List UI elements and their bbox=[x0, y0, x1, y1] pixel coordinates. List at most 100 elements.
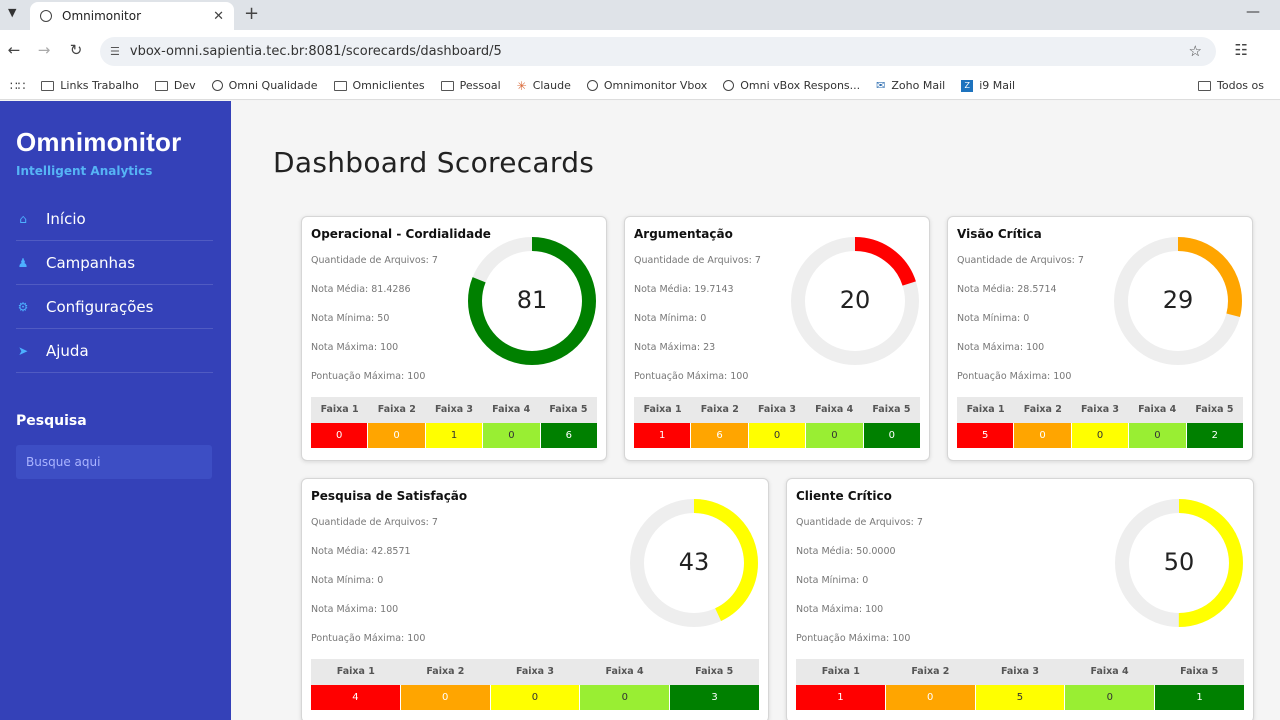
band-header-cell: Faixa 2 bbox=[700, 404, 739, 415]
scorecard-card[interactable]: Cliente Crítico Quantidade de Arquivos: 7… bbox=[786, 478, 1254, 720]
stat-value: 0 bbox=[377, 575, 384, 586]
sidebar-item-configuracoes[interactable]: ⚙ Configurações bbox=[16, 285, 213, 329]
bookmark-item[interactable]: Links Trabalho bbox=[41, 79, 139, 93]
bookmark-item[interactable]: Omniclientes bbox=[333, 79, 425, 93]
all-bookmarks[interactable]: Todos os bbox=[1188, 79, 1264, 92]
stat-label: Pontuação Máxima: bbox=[796, 633, 890, 644]
bookmark-item[interactable]: Pessoal bbox=[440, 79, 501, 93]
band-header-cell: Faixa 3 bbox=[757, 404, 797, 415]
band-header-cell: Faixa 2 bbox=[426, 666, 465, 677]
stat-label: Quantidade de Arquivos: bbox=[311, 255, 429, 266]
scorecard-title: Operacional - Cordialidade bbox=[311, 227, 491, 241]
band-value-cell: 3 bbox=[670, 685, 759, 710]
url-input[interactable]: ☰ vbox-omni.sapientia.tec.br:8081/scorec… bbox=[100, 37, 1216, 66]
band-value-cell: 0 bbox=[1129, 423, 1187, 448]
bookmark-label: Links Trabalho bbox=[60, 79, 139, 92]
band-header-cell: Faixa 1 bbox=[643, 404, 682, 415]
band-header-cell: Faixa 1 bbox=[320, 404, 359, 415]
band-value-cell: 0 bbox=[580, 685, 671, 710]
bands-header: Faixa 1 Faixa 2 Faixa 3 Faixa 4 Faixa 5 bbox=[311, 397, 597, 423]
extensions-icon[interactable]: ☷ bbox=[1234, 41, 1248, 59]
stat-value: 81.4286 bbox=[371, 284, 411, 295]
band-header-cell: Faixa 5 bbox=[872, 404, 911, 415]
stat-label: Nota Média: bbox=[796, 546, 854, 557]
stat-value: 0 bbox=[1023, 313, 1030, 324]
sidebar-item-label: Configurações bbox=[46, 297, 154, 316]
gauge-value: 29 bbox=[1162, 286, 1194, 314]
close-icon[interactable]: ✕ bbox=[213, 8, 224, 24]
stat-label: Nota Mínima: bbox=[634, 313, 698, 324]
bookmark-item[interactable]: Dev bbox=[154, 79, 196, 93]
gauge-value: 20 bbox=[839, 286, 871, 314]
band-header-cell: Faixa 4 bbox=[1090, 666, 1129, 677]
search-input[interactable]: Busque aqui bbox=[16, 445, 212, 479]
stat-value: 0 bbox=[862, 575, 869, 586]
scorecard-card[interactable]: Visão Crítica Quantidade de Arquivos: 7 No… bbox=[947, 216, 1253, 461]
user-icon: ♟ bbox=[17, 255, 29, 270]
reload-icon[interactable]: ↻ bbox=[69, 41, 83, 59]
scorecard-card[interactable]: Operacional - Cordialidade Quantidade de … bbox=[301, 216, 607, 461]
stat-label: Pontuação Máxima: bbox=[311, 633, 405, 644]
new-tab-icon[interactable]: + bbox=[244, 3, 260, 24]
bookmark-label: Omni Qualidade bbox=[228, 79, 318, 92]
stat-label: Nota Média: bbox=[311, 284, 369, 295]
stat-label: Quantidade de Arquivos: bbox=[957, 255, 1075, 266]
band-value-cell: 0 bbox=[863, 423, 921, 448]
band-value-cell: 0 bbox=[490, 685, 581, 710]
band-value-cell: 0 bbox=[806, 423, 864, 448]
stat-label: Pontuação Máxima: bbox=[634, 371, 728, 382]
band-header-cell: Faixa 3 bbox=[1080, 404, 1120, 415]
minimize-icon[interactable]: — bbox=[1246, 4, 1260, 20]
claude-icon: ✳ bbox=[516, 78, 527, 93]
bookmark-label: i9 Mail bbox=[979, 79, 1016, 92]
bookmark-item[interactable]: ✳ Claude bbox=[517, 79, 571, 93]
stat-value: 50.0000 bbox=[856, 546, 896, 557]
tab-title: Omnimonitor bbox=[62, 9, 142, 23]
stat-value: 7 bbox=[431, 517, 438, 528]
scorecard-stat-minima: Nota Mínima: 0 bbox=[311, 575, 383, 586]
tab-search-icon[interactable]: ▼ bbox=[8, 6, 17, 19]
page-title: Dashboard Scorecards bbox=[273, 146, 595, 179]
bookmark-item[interactable]: Omni Qualidade bbox=[211, 79, 318, 93]
folder-icon bbox=[41, 80, 55, 91]
scorecard-title: Visão Crítica bbox=[957, 227, 1042, 241]
gauge-arc bbox=[630, 499, 758, 627]
bookmark-label: Omnimonitor Vbox bbox=[603, 79, 708, 92]
bookmark-item[interactable]: Omnimonitor Vbox bbox=[586, 79, 708, 93]
bookmark-item[interactable]: Omni vBox Respons... bbox=[723, 79, 860, 93]
bookmark-label: Zoho Mail bbox=[891, 79, 946, 92]
gauge-arc bbox=[468, 237, 596, 365]
stat-value: 7 bbox=[754, 255, 761, 266]
stat-value: 50 bbox=[377, 313, 390, 324]
scorecard-stat-qtd: Quantidade de Arquivos: 7 bbox=[634, 255, 761, 266]
stat-label: Nota Mínima: bbox=[957, 313, 1021, 324]
back-icon[interactable]: ← bbox=[7, 41, 21, 59]
scorecard-card[interactable]: Pesquisa de Satisfação Quantidade de Arqu… bbox=[301, 478, 769, 720]
band-header-cell: Faixa 5 bbox=[695, 666, 734, 677]
band-header-cell: Faixa 4 bbox=[492, 404, 531, 415]
band-value-cell: 0 bbox=[483, 423, 541, 448]
bookmark-label: Omni vBox Respons... bbox=[740, 79, 861, 92]
sidebar-item-label: Início bbox=[46, 209, 86, 228]
stat-label: Nota Máxima: bbox=[957, 342, 1024, 353]
sidebar-item-ajuda[interactable]: ➤ Ajuda bbox=[16, 329, 213, 373]
site-info-icon[interactable]: ☰ bbox=[110, 45, 120, 58]
brand-logo[interactable]: Omnimonitor bbox=[16, 127, 182, 157]
score-gauge: 50 bbox=[1115, 499, 1243, 627]
stat-value: 23 bbox=[703, 342, 716, 353]
browser-tab[interactable]: Omnimonitor ✕ bbox=[30, 2, 234, 30]
stat-label: Nota Máxima: bbox=[796, 604, 863, 615]
forward-icon[interactable]: → bbox=[37, 41, 51, 59]
sidebar-item-inicio[interactable]: ⌂ Início bbox=[16, 197, 213, 241]
sidebar-item-campanhas[interactable]: ♟ Campanhas bbox=[16, 241, 213, 285]
bookmark-star-icon[interactable]: ☆ bbox=[1188, 42, 1202, 60]
apps-grid-icon[interactable]: ∷∷ bbox=[10, 78, 26, 93]
scorecard-card[interactable]: Argumentação Quantidade de Arquivos: 7 Not… bbox=[624, 216, 930, 461]
stat-label: Pontuação Máxima: bbox=[311, 371, 405, 382]
bookmark-item[interactable]: ✉ Zoho Mail bbox=[876, 79, 945, 93]
scorecard-stat-pontuacao: Pontuação Máxima: 100 bbox=[796, 633, 910, 644]
